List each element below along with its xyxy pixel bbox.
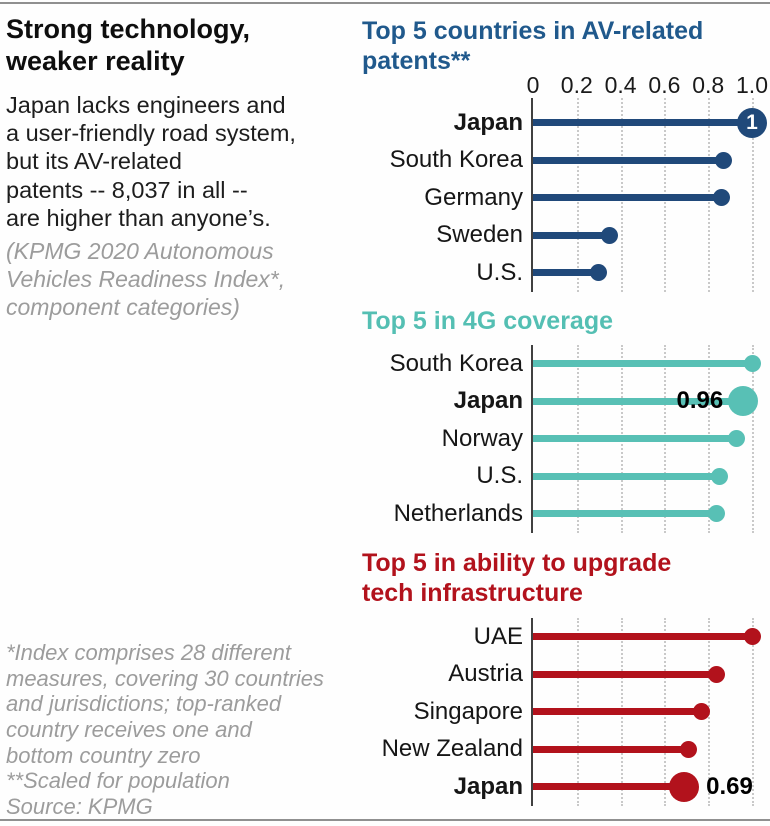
lollipop-dot (601, 226, 619, 244)
footnotes: *Index comprises 28 different measures, … (6, 640, 324, 819)
lollipop-dot (712, 189, 730, 207)
lollipop-row (533, 495, 752, 533)
lollipop-row (533, 731, 752, 769)
lollipop-dot (708, 505, 726, 523)
headline: Strong technology, weaker reality (6, 14, 250, 76)
lollipop-stem (533, 708, 702, 716)
tick-label: 0.8 (692, 72, 725, 98)
lollipop-dot (679, 740, 697, 758)
lollipop-stem (533, 194, 722, 202)
lollipop-stem (533, 783, 685, 791)
lollipop-stem (533, 231, 610, 239)
lollipop-dot (728, 386, 759, 417)
bottom-rule (0, 819, 770, 821)
lollipop-row: 0.96 (533, 383, 759, 421)
chart-title: Top 5 in ability to upgrade tech infrast… (362, 549, 672, 607)
category-label: Netherlands (393, 499, 523, 527)
y-axis-line (531, 345, 533, 533)
lollipop-dot (693, 703, 711, 721)
category-labels: UAE Austria Singapore New Zealand Japan (360, 618, 523, 806)
lollipop-dot (669, 771, 700, 802)
value-label: 0.96 (676, 387, 724, 415)
tick-label: 0.4 (604, 72, 637, 98)
category-label: U.S. (476, 462, 523, 490)
lollipop-dot (743, 355, 761, 373)
lollipop-row (533, 142, 752, 180)
plot-area: 0.96 (531, 345, 761, 533)
lollipop-row (533, 345, 761, 383)
plot-area: 0.69 (531, 618, 761, 806)
category-label: UAE (473, 622, 523, 650)
tick-label: 0.6 (648, 72, 681, 98)
y-axis-line (531, 618, 533, 806)
category-label: Austria (448, 660, 523, 688)
tick-label: 0 (526, 72, 540, 98)
tick-label: 0.2 (560, 72, 593, 98)
category-label: Norway (441, 424, 523, 452)
lollipop-stem (533, 435, 737, 443)
tick-label: 1.0 (736, 72, 768, 98)
lollipop-stem (533, 510, 717, 518)
lollipop-row (533, 420, 752, 458)
gridline (752, 98, 754, 292)
gridline (752, 345, 754, 533)
chart-title: Top 5 countries in AV-related patents** (362, 17, 704, 75)
y-axis-line (531, 98, 533, 292)
lollipop-dot (708, 665, 726, 683)
lollipop-stem (533, 156, 724, 164)
category-labels: South Korea Japan Norway U.S. Netherlands (360, 345, 523, 533)
lollipop-stem (533, 269, 599, 277)
intro-text: Japan lacks engineers and a user-friendl… (6, 92, 296, 231)
lollipop-stem (533, 360, 752, 368)
lollipop-dot (715, 151, 733, 169)
lollipop-stem (533, 472, 720, 480)
lollipop-dot: 1 (737, 107, 767, 138)
lollipop-dot (590, 264, 608, 282)
category-label: Singapore (413, 697, 523, 725)
category-label: South Korea (389, 146, 523, 174)
lollipop-stem (533, 670, 717, 678)
category-label: New Zealand (381, 735, 523, 763)
lollipop-dot (728, 430, 746, 448)
lollipop-row (533, 458, 752, 496)
lollipop-row: 1 (533, 104, 767, 142)
category-label: Japan (453, 772, 523, 800)
lollipop-row (533, 254, 752, 292)
category-label: U.S. (476, 258, 523, 286)
category-label: Japan (453, 387, 523, 415)
value-label: 0.69 (706, 772, 753, 800)
lollipop-row (533, 618, 761, 656)
category-label: Japan (453, 108, 523, 136)
x-axis-tick-labels: 0 0.2 0.4 0.6 0.8 1.0 (527, 72, 768, 98)
category-label: Sweden (436, 221, 523, 249)
charts-column: Top 5 countries in AV-related patents** 0… (360, 0, 770, 826)
category-label: South Korea (389, 349, 523, 377)
top-rule (0, 2, 770, 4)
dot-rank-number: 1 (746, 111, 758, 135)
left-text-panel: Strong technology, weaker reality Japan … (6, 0, 354, 826)
lollipop-row (533, 217, 752, 255)
lollipop-stem (533, 745, 689, 753)
lollipop-dot (710, 467, 728, 485)
category-label: Germany (424, 183, 523, 211)
plot-area: 1 (531, 98, 767, 292)
lollipop-stem (533, 633, 752, 641)
lollipop-row (533, 179, 752, 217)
lollipop-stem (533, 397, 744, 405)
index-note: (KPMG 2020 Autonomous Vehicles Readiness… (6, 238, 286, 321)
lollipop-dot (743, 628, 761, 646)
lollipop-row: 0.69 (533, 768, 753, 806)
chart-title: Top 5 in 4G coverage (362, 307, 614, 335)
lollipop-row (533, 656, 752, 694)
category-labels: Japan South Korea Germany Sweden U.S. (360, 104, 523, 292)
lollipop-stem (533, 119, 752, 127)
lollipop-row (533, 693, 752, 731)
gridline (752, 618, 754, 806)
